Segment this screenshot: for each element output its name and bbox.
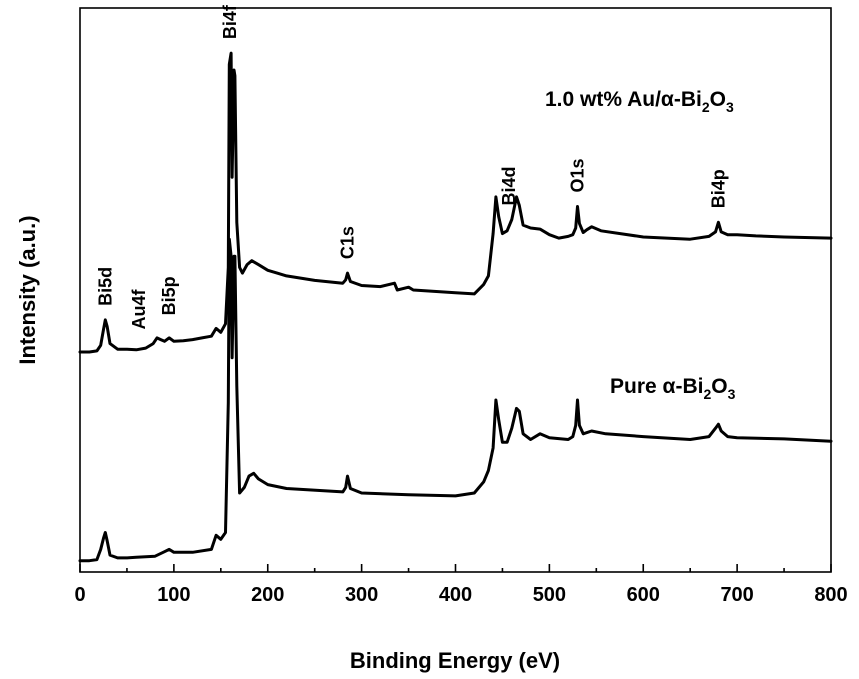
x-axis-ticks bbox=[80, 564, 831, 572]
series-pure-bi2o3-line bbox=[80, 239, 831, 561]
series-au-bi2o3-label: 1.0 wt% Au/α-Bi2O3 bbox=[545, 88, 734, 115]
y-axis-title: Intensity (a.u.) bbox=[15, 215, 40, 364]
x-tick-label-700: 700 bbox=[720, 584, 753, 606]
series-pure-bi2o3-label: Pure α-Bi2O3 bbox=[610, 375, 736, 402]
x-tick-label-300: 300 bbox=[345, 584, 378, 606]
x-tick-label-400: 400 bbox=[439, 584, 472, 606]
peak-label-bi4p: Bi4p bbox=[708, 169, 728, 208]
peak-label-bi4d: Bi4d bbox=[499, 166, 519, 205]
x-tick-label-800: 800 bbox=[814, 584, 847, 606]
peak-label-bi5p: Bi5p bbox=[159, 276, 179, 315]
peak-label-bi4f: Bi4f bbox=[220, 4, 240, 39]
x-axis-title: Binding Energy (eV) bbox=[350, 648, 560, 673]
peak-label-c1s: C1s bbox=[338, 226, 358, 259]
x-tick-label-500: 500 bbox=[533, 584, 566, 606]
x-axis-tick-labels: 0 100 200 300 400 500 600 700 800 bbox=[74, 584, 847, 606]
peak-labels: Bi5d Au4f Bi5p Bi4f C1s Bi4d O1s Bi4p bbox=[95, 4, 728, 329]
x-tick-label-200: 200 bbox=[251, 584, 284, 606]
peak-label-bi5d: Bi5d bbox=[95, 267, 115, 306]
peak-label-o1s: O1s bbox=[568, 158, 588, 192]
x-tick-label-600: 600 bbox=[627, 584, 660, 606]
peak-label-au4f: Au4f bbox=[129, 288, 149, 329]
x-tick-label-0: 0 bbox=[74, 584, 85, 606]
x-tick-label-100: 100 bbox=[157, 584, 190, 606]
